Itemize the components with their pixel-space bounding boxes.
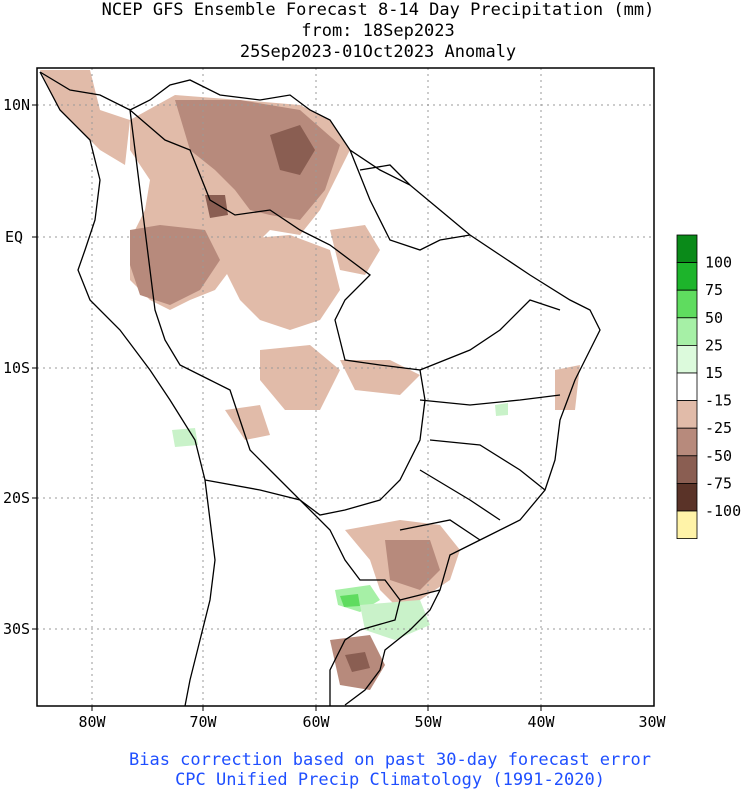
legend-swatch: [676, 482, 698, 512]
longitude-labels: 80W 70W 60W 50W 40W 30W: [78, 713, 666, 731]
forecast-valid-period: 25Sep2023-01Oct2023 Anomaly: [239, 42, 517, 62]
pacific-coastline: [39, 71, 216, 707]
anomaly-wet-peru-south: [172, 428, 198, 447]
legend-label: -15: [705, 392, 732, 410]
anomaly-dry-amazon: [225, 235, 340, 330]
legend-swatch: [676, 234, 698, 264]
lat-label-10s: 10S: [3, 359, 30, 377]
argentina-border: [204, 479, 401, 706]
footer-bias-note: Bias correction based on past 30-day for…: [129, 750, 651, 770]
footer-climatology-note: CPC Unified Precip Climatology (1991-202…: [175, 770, 605, 790]
lat-label-10n: 10N: [3, 96, 30, 114]
anomaly-dry-bolivia: [225, 405, 270, 440]
lon-label-80w: 80W: [78, 713, 106, 731]
legend-label: 15: [705, 364, 723, 382]
coastlines-and-borders: [39, 71, 601, 707]
guianas-borders: [349, 149, 471, 251]
lon-label-70w: 70W: [189, 713, 217, 731]
legend-label: 75: [705, 281, 723, 299]
legend-label: 50: [705, 309, 723, 327]
anomaly-dry-mato-grosso: [340, 360, 420, 395]
lon-label-60w: 60W: [302, 713, 330, 731]
lat-label-20s: 20S: [3, 489, 30, 507]
legend-swatch: [676, 427, 698, 457]
legend-swatch: [676, 510, 698, 540]
anomaly-very-dry-uruguay: [345, 652, 370, 672]
lon-label-40w: 40W: [527, 713, 555, 731]
anomaly-wet-minas: [495, 403, 508, 416]
anomaly-dry-rondonia: [260, 345, 340, 410]
longitude-ticks: [91, 706, 542, 711]
legend-swatch: [676, 317, 698, 346]
legend-swatch: [676, 262, 698, 291]
legend-swatch: [676, 289, 698, 319]
legend-swatch: [676, 455, 698, 484]
map-title: NCEP GFS Ensemble Forecast 8-14 Day Prec…: [101, 0, 655, 20]
legend-label: -25: [705, 419, 732, 437]
anomaly-very-dry-guyana: [270, 125, 315, 175]
legend-label: -75: [705, 474, 732, 492]
legend-label: -50: [705, 447, 732, 465]
color-legend: 100 75 50 25 15 -15 -25 -50 -75 -100: [676, 234, 741, 540]
legend-label: 25: [705, 336, 723, 354]
anomaly-dry-parana: [385, 540, 440, 590]
legend-swatch: [676, 344, 698, 374]
anomaly-fill-layer: [40, 70, 580, 690]
lon-label-50w: 50W: [414, 713, 442, 731]
forecast-issue-date: from: 18Sep2023: [301, 21, 455, 41]
anomaly-dry-colombia: [40, 70, 130, 165]
legend-swatch: [676, 400, 698, 429]
legend-label: -100: [705, 502, 741, 520]
latitude-ticks: [32, 104, 37, 630]
brazil-state-borders: [399, 299, 561, 601]
lon-label-30w: 30W: [638, 713, 666, 731]
anomaly-dry-bahia-coast: [555, 365, 580, 410]
map-frame: [36, 67, 655, 707]
anomaly-wet-core: [340, 594, 360, 607]
legend-swatch: [676, 372, 698, 402]
lat-label-eq: EQ: [5, 228, 23, 246]
lat-label-30s: 30S: [3, 620, 30, 638]
latitude-labels: 10N EQ 10S 20S 30S: [3, 96, 30, 638]
legend-label: 100: [705, 254, 732, 272]
